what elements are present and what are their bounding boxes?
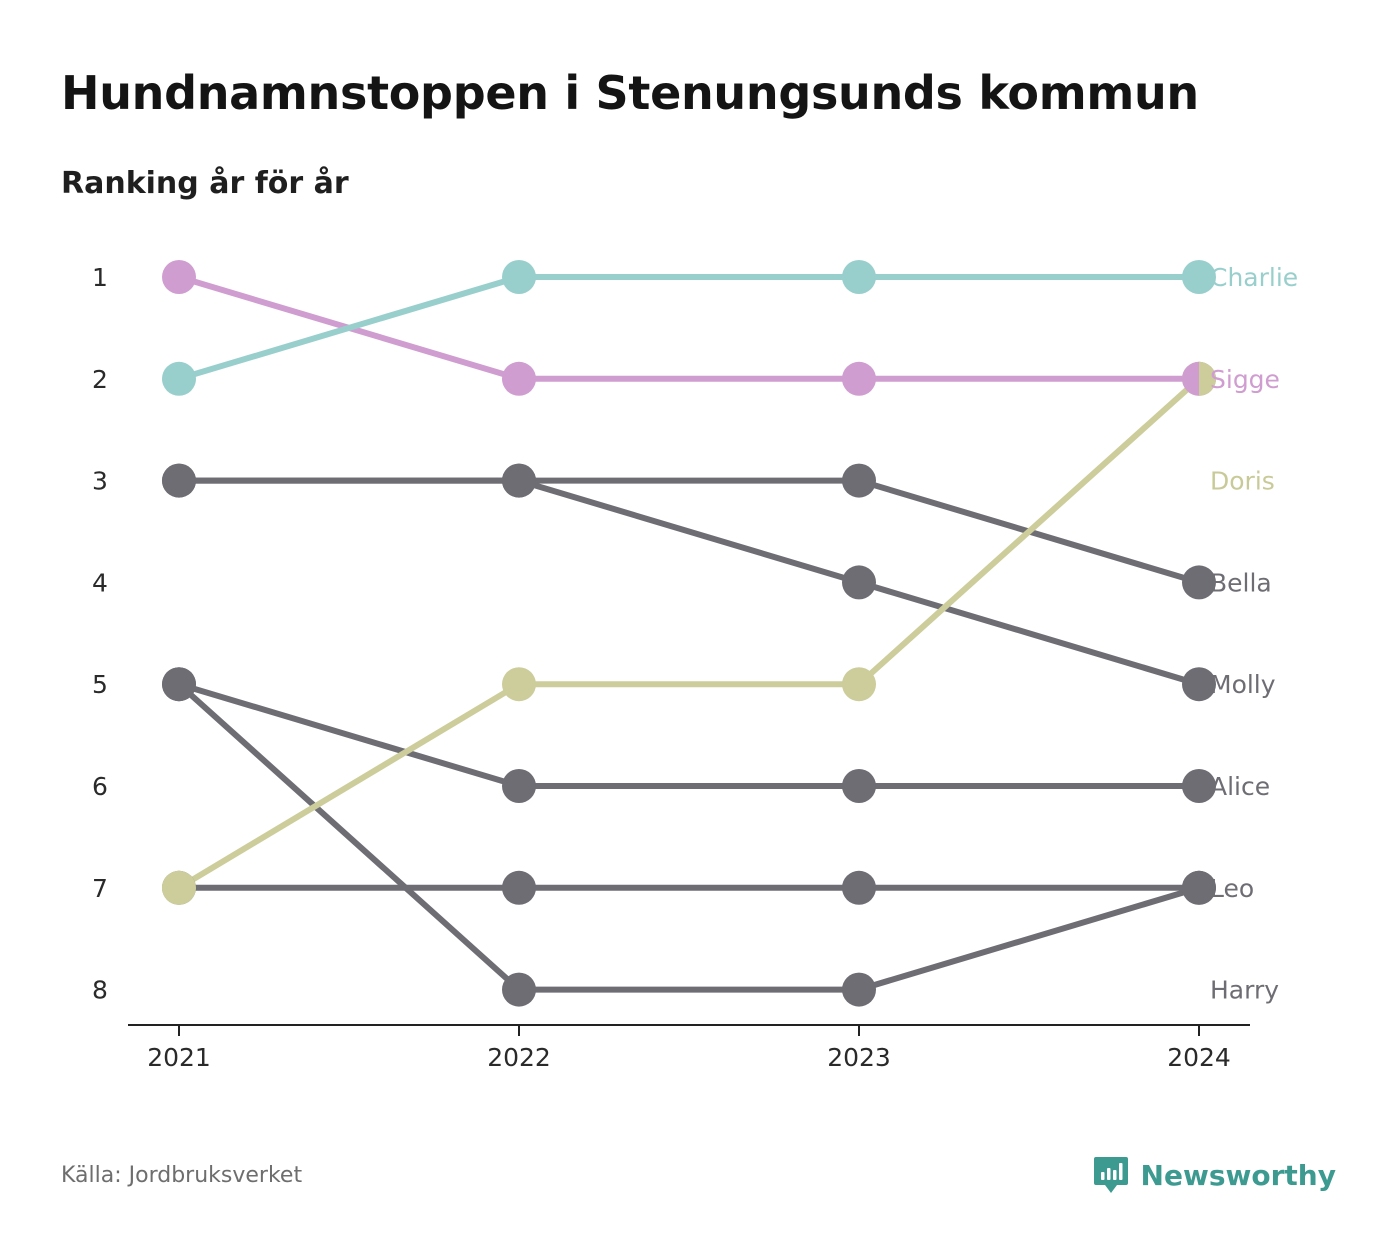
series-line-charlie: [176, 274, 1202, 382]
data-point-harry-2022[interactable]: [502, 972, 536, 1007]
series-label-alice: Alice: [1210, 772, 1270, 801]
data-point-molly-2021[interactable]: [162, 463, 196, 498]
series-lines: [176, 274, 1202, 993]
chart-title: Hundnamnstoppen i Stenungsunds kommun: [61, 66, 1199, 120]
data-point-charlie-2024[interactable]: [1182, 260, 1216, 294]
series-label-leo: Leo: [1210, 874, 1254, 903]
series-points: [162, 260, 1216, 1007]
brand-logo[interactable]: Newsworthy: [1093, 1155, 1336, 1195]
y-tick-label: 7: [92, 874, 108, 903]
data-point-bella-2023[interactable]: [842, 463, 876, 498]
data-point-harry-2021[interactable]: [162, 667, 196, 702]
y-tick-label: 8: [92, 976, 108, 1005]
series-label-harry: Harry: [1210, 976, 1279, 1005]
series-label-doris: Doris: [1210, 467, 1275, 496]
data-point-overlap-doris-2021: [162, 870, 179, 905]
data-point-leo-2022[interactable]: [502, 870, 536, 905]
series-label-charlie: Charlie: [1210, 263, 1298, 292]
y-tick-label: 1: [92, 263, 108, 292]
series-end-labels: Charlie Sigge Doris Bella Molly Alice Leo Harry: [1210, 263, 1298, 1005]
y-tick-label: 5: [92, 670, 108, 699]
data-point-sigge-2021[interactable]: [162, 260, 196, 294]
data-point-harry-2023[interactable]: [842, 972, 876, 1007]
data-point-leo-2023[interactable]: [842, 870, 876, 905]
source-note: Källa: Jordbruksverket: [61, 1163, 303, 1188]
series-label-molly: Molly: [1210, 670, 1276, 699]
data-point-sigge-2022[interactable]: [502, 361, 536, 396]
x-axis: 2021 2022 2023 2024: [128, 1024, 1250, 1072]
data-point-sigge-2023[interactable]: [842, 361, 876, 396]
data-point-alice-2023[interactable]: [842, 769, 876, 803]
brand-name: Newsworthy: [1140, 1158, 1336, 1192]
x-tick-label: 2021: [147, 1043, 211, 1072]
series-line-sigge: [176, 274, 1202, 382]
data-point-molly-2023[interactable]: [842, 565, 876, 600]
data-point-harry-2024[interactable]: [1182, 870, 1216, 905]
y-tick-label: 4: [92, 568, 108, 597]
series-line-doris: [176, 375, 1202, 891]
data-point-molly-2022[interactable]: [502, 463, 536, 498]
data-point-alice-2022[interactable]: [502, 769, 536, 803]
newsworthy-logo-icon: [1093, 1157, 1128, 1193]
series-line-alice: [176, 681, 1202, 789]
series-line-molly: [176, 477, 1202, 688]
data-point-bella-2024[interactable]: [1182, 565, 1216, 600]
y-tick-label: 3: [92, 467, 108, 496]
data-point-alice-2024[interactable]: [1182, 769, 1216, 803]
x-tick-label: 2024: [1167, 1043, 1231, 1072]
data-point-doris-2023[interactable]: [842, 667, 876, 702]
y-tick-label: 2: [92, 365, 108, 394]
series-label-sigge: Sigge: [1210, 365, 1280, 394]
chart-subtitle: Ranking år för år: [61, 166, 349, 201]
data-point-overlap-doris-2024: [1199, 361, 1216, 396]
x-tick-label: 2022: [487, 1043, 551, 1072]
data-point-charlie-2021[interactable]: [162, 361, 196, 396]
data-point-doris-2022[interactable]: [502, 667, 536, 702]
data-point-charlie-2022[interactable]: [502, 260, 536, 294]
series-line-harry: [176, 681, 1202, 993]
y-tick-label: 6: [92, 772, 108, 801]
x-tick-label: 2023: [827, 1043, 891, 1072]
data-point-molly-2024[interactable]: [1182, 667, 1216, 702]
data-point-charlie-2023[interactable]: [842, 260, 876, 294]
y-axis-ticks: 1 2 3 4 5 6 7 8: [92, 263, 108, 1005]
series-label-bella: Bella: [1210, 568, 1272, 597]
